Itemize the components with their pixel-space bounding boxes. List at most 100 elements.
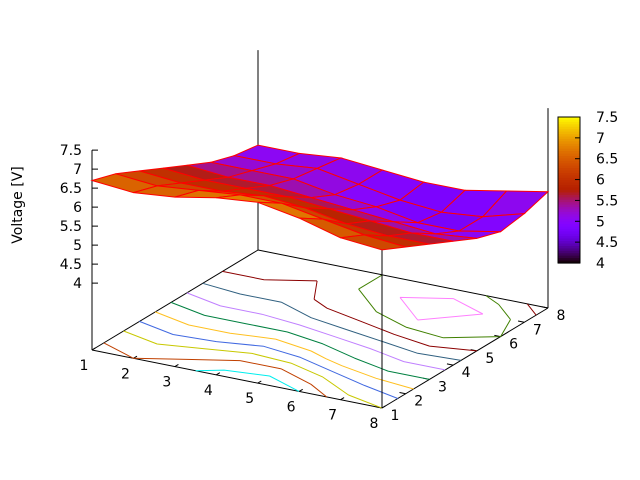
- colorbar-segment: [558, 192, 580, 196]
- colorbar-segment: [558, 224, 580, 228]
- colorbar-segment: [558, 131, 580, 135]
- colorbar-segment: [558, 187, 580, 191]
- colorbar-segment: [558, 124, 580, 128]
- x-tick-label: 1: [80, 358, 89, 374]
- colorbar-segment: [558, 228, 580, 232]
- z-tick-label: 4.5: [60, 257, 82, 273]
- colorbar-segment: [558, 221, 580, 225]
- x-tick: [216, 372, 221, 376]
- colorbar-segment: [558, 248, 580, 252]
- colorbar-segment: [558, 258, 580, 262]
- colorbar-segment: [558, 214, 580, 218]
- colorbar-tick-label: 6.5: [596, 152, 618, 168]
- y-tick-label: 4: [462, 365, 471, 381]
- x-tick-label: 3: [162, 375, 171, 391]
- colorbar-segment: [558, 226, 580, 230]
- colorbar-segment: [558, 121, 580, 125]
- colorbar-segment: [558, 168, 580, 172]
- colorbar-segment: [558, 233, 580, 237]
- colorbar-segment: [558, 129, 580, 133]
- x-tick-label: 4: [204, 383, 213, 399]
- z-axis-label: Voltage [V]: [10, 166, 26, 243]
- colorbar-segment: [558, 180, 580, 184]
- surface-mesh: [90, 144, 550, 251]
- colorbar-border: [557, 116, 581, 264]
- colorbar-segment: [558, 219, 580, 223]
- base-edge: [91, 349, 383, 409]
- x-tick: [174, 364, 179, 367]
- y-tick: [517, 320, 525, 323]
- contour-line: [103, 342, 328, 398]
- x-tick: [91, 347, 96, 351]
- contour-line: [222, 270, 537, 352]
- x-tick: [340, 397, 345, 401]
- z-tick-label: 7: [73, 162, 82, 178]
- colorbar-segment: [558, 175, 580, 179]
- colorbar-segment: [558, 134, 580, 138]
- colorbar-segment: [558, 153, 580, 157]
- colorbar-tick-label: 7: [596, 131, 605, 147]
- colorbar-segment: [558, 241, 580, 245]
- contour-line: [399, 296, 484, 321]
- colorbar-segment: [558, 236, 580, 240]
- colorbar-segment: [558, 190, 580, 194]
- colorbar-segment: [558, 204, 580, 208]
- colorbar-segment: [558, 260, 580, 264]
- colorbar-segment: [558, 202, 580, 206]
- colorbar-segment: [558, 155, 580, 159]
- x-tick-label: 7: [328, 408, 337, 424]
- colorbar-segment: [558, 138, 580, 142]
- x-tick-label: 8: [370, 416, 379, 432]
- y-tick-label: 1: [391, 408, 400, 424]
- colorbar-segment: [558, 172, 580, 176]
- colorbar-segment: [558, 253, 580, 257]
- colorbar-segment: [558, 231, 580, 235]
- colorbar-segment: [558, 177, 580, 181]
- colorbar-tick-label: 4: [596, 256, 605, 272]
- contour-line: [170, 301, 430, 380]
- colorbar-segment: [558, 216, 580, 220]
- colorbar-segment: [558, 119, 580, 123]
- colorbar-segment: [558, 158, 580, 162]
- colorbar-segment: [558, 194, 580, 198]
- z-tick-label: 5.5: [60, 219, 82, 235]
- colorbar-segment: [558, 160, 580, 164]
- axes-frame: [91, 149, 549, 409]
- colorbar-segment: [558, 126, 580, 130]
- colorbar-segment: [558, 136, 580, 140]
- colorbar-segment: [558, 197, 580, 201]
- colorbar-segment: [558, 141, 580, 145]
- colorbar-segment: [558, 182, 580, 186]
- contour-line: [202, 282, 462, 361]
- colorbar: 4 4.5 5 5.5 6 6.5 7 7.5: [557, 110, 618, 272]
- contour-line: [123, 330, 383, 409]
- contour-line: [195, 369, 300, 392]
- colorbar-tick-label: 7.5: [596, 110, 618, 126]
- z-tick-label: 6.5: [60, 181, 82, 197]
- colorbar-segment: [558, 238, 580, 242]
- colorbar-segment: [558, 163, 580, 167]
- surface-quad: [340, 234, 406, 251]
- colorbar-segment: [558, 209, 580, 213]
- y-tick: [399, 391, 406, 395]
- y-tick-label: 7: [533, 322, 542, 338]
- colorbar-tick-label: 5: [596, 214, 605, 230]
- z-tick-label: 5: [73, 238, 82, 254]
- colorbar-segment: [558, 146, 580, 150]
- y-tick-label: 8: [557, 308, 566, 324]
- z-tick-label: 4: [73, 276, 82, 292]
- colorbar-segment: [558, 245, 580, 249]
- base-edge: [257, 249, 549, 309]
- colorbar-segment: [558, 207, 580, 211]
- contour-line: [155, 311, 414, 390]
- x-tick-label: 6: [287, 399, 296, 415]
- colorbar-segment: [558, 148, 580, 152]
- y-tick-label: 3: [438, 379, 447, 395]
- colorbar-segment: [558, 255, 580, 259]
- y-tick-label: 2: [414, 394, 423, 410]
- colorbar-tick-label: 4.5: [596, 235, 618, 251]
- x-tick: [381, 405, 386, 409]
